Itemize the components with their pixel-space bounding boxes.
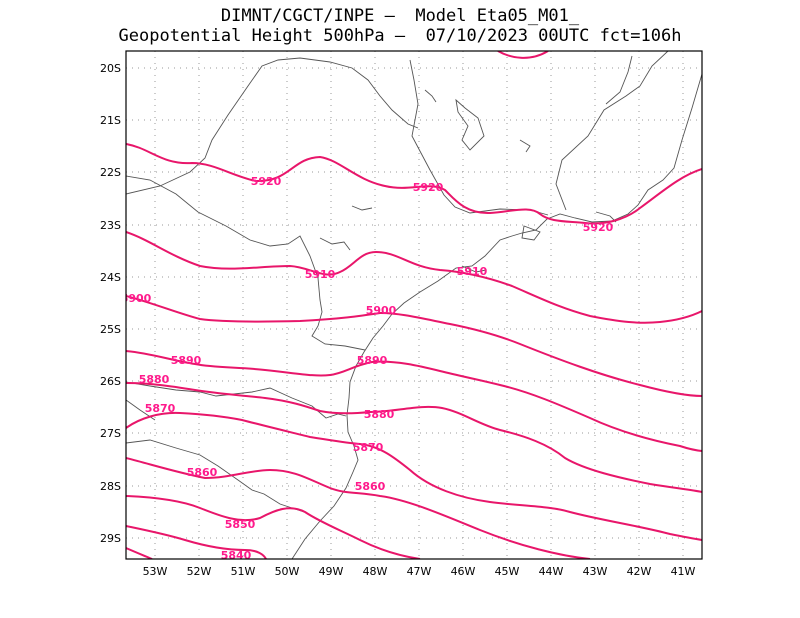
lon-label: 43W [583, 565, 608, 578]
contour-label: 5900 [366, 304, 397, 317]
contour-label: 5910 [457, 265, 488, 278]
contour-label: 5840 [221, 549, 252, 562]
height-contours [126, 51, 702, 559]
map-title-line-1: DIMNT/CGCT/INPE – Model Eta05_M01_ [220, 6, 580, 26]
contour-label: 5920 [251, 175, 282, 188]
lat-label: 23S [100, 219, 121, 232]
lat-label: 22S [100, 166, 121, 179]
lon-label: 42W [627, 565, 652, 578]
grid-lines [126, 51, 702, 559]
contour-labels: 5920 5920 5920 5910 5910 5900 5900 5890 … [121, 175, 614, 562]
lon-label: 48W [363, 565, 388, 578]
contour-label: 5860 [355, 480, 386, 493]
contour-label: 5850 [225, 518, 256, 531]
contour-label: 5860 [187, 466, 218, 479]
lat-label: 26S [100, 375, 121, 388]
contour-label: 5880 [139, 373, 170, 386]
contour-label: 5910 [305, 268, 336, 281]
latitude-axis: 20S 21S 22S 23S 24S 25S 26S 27S 28S 29S [100, 62, 121, 545]
map-title-line-2: Geopotential Height 500hPa – 07/10/2023 … [118, 26, 682, 46]
lon-label: 53W [143, 565, 168, 578]
lon-label: 44W [539, 565, 564, 578]
lon-label: 46W [451, 565, 476, 578]
lat-label: 20S [100, 62, 121, 75]
longitude-axis: 53W 52W 51W 50W 49W 48W 47W 46W 45W 44W … [143, 565, 696, 578]
lat-label: 24S [100, 271, 121, 284]
lat-label: 29S [100, 532, 121, 545]
contour-label: 5880 [364, 408, 395, 421]
lon-label: 47W [407, 565, 432, 578]
lon-label: 51W [231, 565, 256, 578]
lon-label: 50W [275, 565, 300, 578]
contour-label: 5870 [145, 402, 176, 415]
lat-label: 25S [100, 323, 121, 336]
contour-label: 5900 [121, 292, 152, 305]
lon-label: 45W [495, 565, 520, 578]
lat-label: 27S [100, 427, 121, 440]
contour-label: 5870 [353, 441, 384, 454]
lon-label: 49W [319, 565, 344, 578]
contour-label: 5920 [583, 221, 614, 234]
lon-label: 52W [187, 565, 212, 578]
contour-label: 5890 [171, 354, 202, 367]
contour-label: 5920 [413, 181, 444, 194]
coastline-and-borders [126, 51, 702, 559]
lat-label: 21S [100, 114, 121, 127]
lon-label: 41W [671, 565, 696, 578]
plot-frame [125, 50, 703, 560]
lat-label: 28S [100, 480, 121, 493]
contour-label: 5890 [357, 354, 388, 367]
